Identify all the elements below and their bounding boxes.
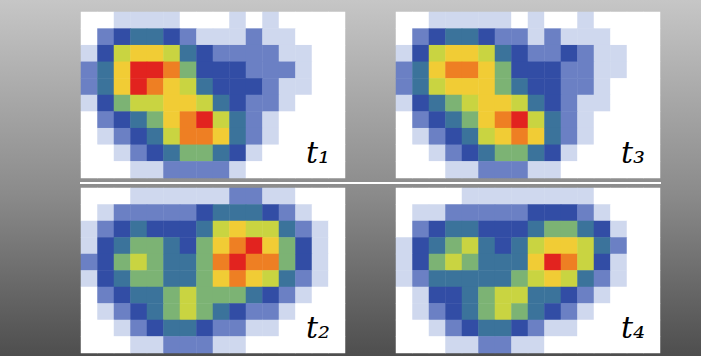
svg-text:t₃: t₃ bbox=[621, 135, 645, 170]
svg-text:t₁: t₁ bbox=[306, 135, 330, 170]
svg-text:t₄: t₄ bbox=[621, 310, 645, 345]
svg-text:t₂: t₂ bbox=[306, 310, 330, 345]
